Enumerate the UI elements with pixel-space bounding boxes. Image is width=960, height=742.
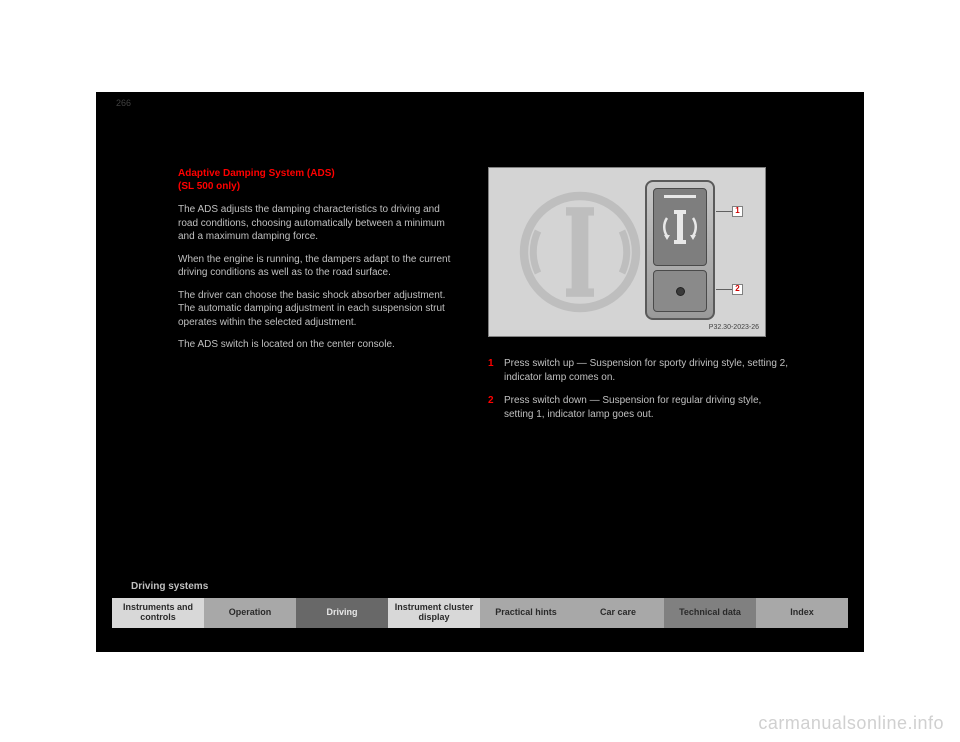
- site-watermark: carmanualsonline.info: [758, 713, 944, 734]
- body-paragraph: The ADS switch is located on the center …: [178, 338, 458, 352]
- body-paragraph: The driver can choose the basic shock ab…: [178, 289, 458, 330]
- manual-page: 266 Adaptive Damping System (ADS) (SL 50…: [96, 92, 864, 652]
- right-column: 1 2 P32.30-2023-26 1 Press switch up — S…: [488, 167, 788, 423]
- nav-instrument-cluster[interactable]: Instrument cluster display: [388, 598, 480, 628]
- callout-line: [716, 211, 732, 212]
- nav-driving[interactable]: Driving: [296, 598, 388, 628]
- bottom-nav-bar: Instruments and controls Operation Drivi…: [112, 598, 848, 628]
- ads-switch-figure: 1 2 P32.30-2023-26: [488, 167, 766, 337]
- legend-number: 1: [488, 357, 504, 384]
- legend-text: Press switch up — Suspension for sporty …: [504, 357, 788, 384]
- heading-line-2: (SL 500 only): [178, 180, 458, 193]
- heading-line-1: Adaptive Damping System (ADS): [178, 167, 458, 180]
- left-column: Adaptive Damping System (ADS) (SL 500 on…: [178, 167, 458, 361]
- damper-icon: [657, 204, 703, 250]
- switch-indicator-dot: [676, 287, 685, 296]
- nav-index[interactable]: Index: [756, 598, 848, 628]
- legend-row: 1 Press switch up — Suspension for sport…: [488, 357, 788, 384]
- page-number: 266: [116, 98, 131, 108]
- ads-rocker-switch: [645, 180, 715, 320]
- switch-lower-button[interactable]: [653, 270, 707, 312]
- callout-line: [716, 289, 732, 290]
- spacer: [488, 386, 788, 394]
- switch-highlight: [664, 195, 696, 198]
- nav-practical-hints[interactable]: Practical hints: [480, 598, 572, 628]
- legend-text: Press switch down — Suspension for regul…: [504, 394, 788, 421]
- nav-car-care[interactable]: Car care: [572, 598, 664, 628]
- nav-technical-data[interactable]: Technical data: [664, 598, 756, 628]
- section-label: Driving systems: [131, 581, 208, 592]
- figure-code: P32.30-2023-26: [709, 323, 759, 332]
- body-paragraph: When the engine is running, the dampers …: [178, 253, 458, 280]
- legend-number: 2: [488, 394, 504, 421]
- suspension-watermark-icon: [505, 182, 655, 322]
- body-paragraph: The ADS adjusts the damping characterist…: [178, 203, 458, 244]
- nav-instruments-and-controls[interactable]: Instruments and controls: [112, 598, 204, 628]
- legend-row: 2 Press switch down — Suspension for reg…: [488, 394, 788, 421]
- callout-marker-2: 2: [732, 284, 743, 295]
- nav-operation[interactable]: Operation: [204, 598, 296, 628]
- callout-marker-1: 1: [732, 206, 743, 217]
- section-heading: Adaptive Damping System (ADS) (SL 500 on…: [178, 167, 458, 193]
- switch-upper-button[interactable]: [653, 188, 707, 266]
